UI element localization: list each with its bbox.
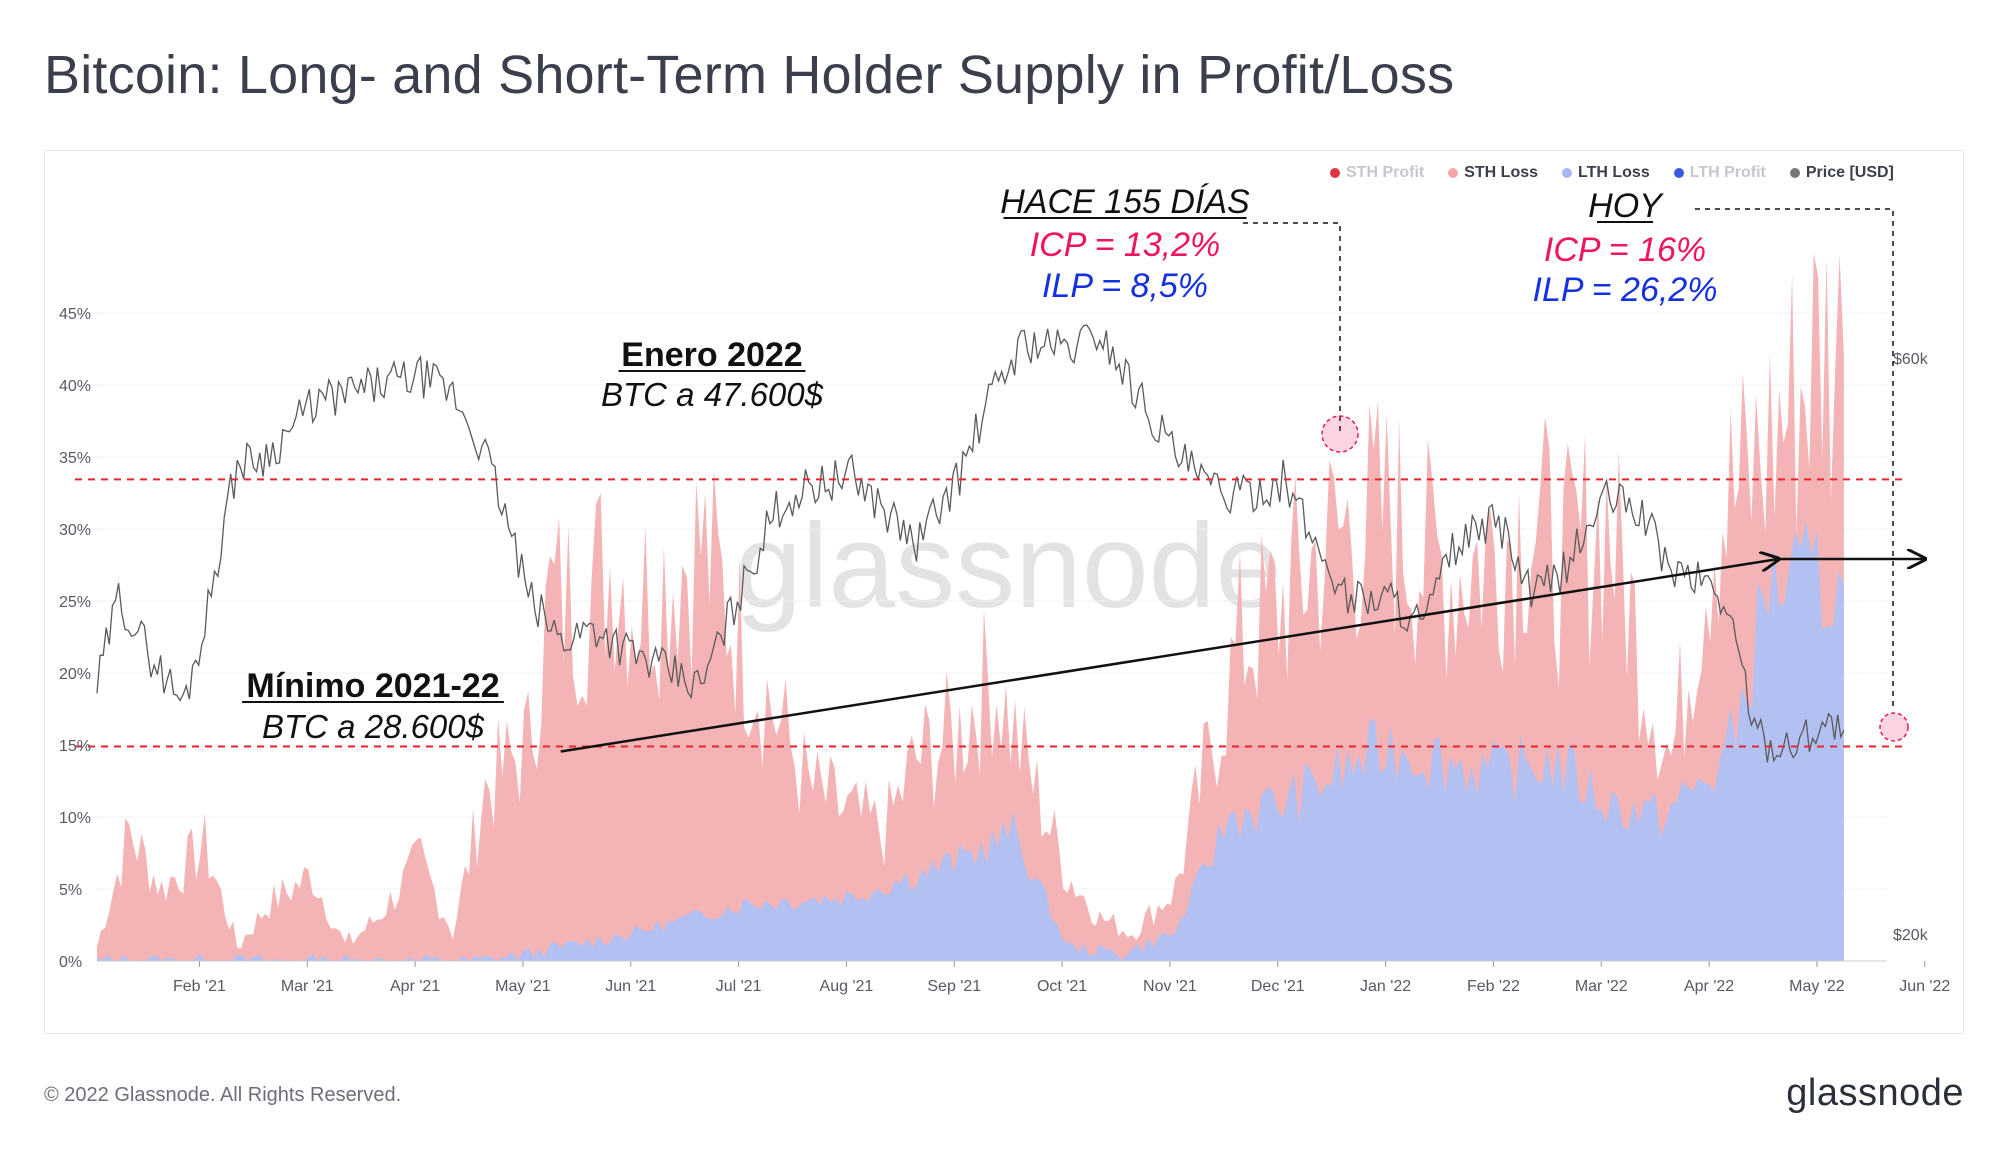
glassnode-logo[interactable]: glassnode [1786,1072,1964,1114]
legend-swatch-icon [1789,168,1800,178]
legend-label: Price [USD] [1805,164,1894,181]
legend-label: LTH Loss [1578,164,1650,181]
y-right-tick-label: $20k [1893,927,1929,944]
chart-panel: glassnode 0% 5% 10% 15% 20% 25% 30% 35% 40% 45% Fe… [44,150,1964,1034]
legend-swatch-icon [1562,168,1573,178]
x-tick-label: Oct '21 [1037,978,1087,995]
y-tick-label: 30% [59,522,91,539]
hace-connector [1243,222,1341,435]
legend-item[interactable]: STH Loss [1448,164,1538,182]
x-tick-label: Feb '21 [173,978,226,995]
x-tick-label: Nov '21 [1143,978,1197,995]
x-tick-label: Sep '21 [927,978,981,995]
y-tick-label: 20% [59,666,91,683]
price-series [96,324,1845,763]
hoy-marker-circle [1879,712,1909,742]
hoy-icp: ICP = 16% [1544,231,1706,269]
x-tick-label: Jun '22 [1899,978,1950,995]
y-tick-label: 10% [59,810,91,827]
x-tick-label: Jul '21 [716,978,762,995]
y-tick-label: 15% [59,738,91,755]
legend-item[interactable]: Price [USD] [1789,164,1894,182]
x-tick-label: Mar '21 [281,978,334,995]
x-tick-label: Apr '21 [390,978,440,995]
legend-label: LTH Profit [1689,164,1766,181]
price-line [96,324,1845,763]
x-tick-label: Jan '22 [1360,978,1411,995]
legend-swatch-icon [1448,168,1459,178]
x-tick-label: Aug '21 [820,978,874,995]
legend-label: STH Profit [1346,164,1425,181]
hace-icp: ICP = 13,2% [1030,226,1221,264]
legend-swatch-icon [1673,168,1684,178]
reference-lines [75,478,1925,753]
x-tick-label: Dec '21 [1251,978,1305,995]
hoy-connector [1695,208,1894,711]
x-tick-label: Jun '21 [605,978,656,995]
watermark: glassnode [735,499,1282,633]
legend-item[interactable]: LTH Loss [1562,164,1650,182]
x-tick-label: May '22 [1789,978,1845,995]
chart-legend: STH Profit STH Loss LTH Loss LTH Profit Pric… [1330,164,1894,182]
area-series [97,252,1844,961]
enero-subtitle: BTC a 47.600$ [601,376,824,413]
y-right-tick-label: $60k [1893,351,1929,368]
axes: 0% 5% 10% 15% 20% 25% 30% 35% 40% 45% Feb '21 Mar '… [59,306,1950,995]
copyright-text: © 2022 Glassnode. All Rights Reserved. [44,1084,402,1106]
hace-title: HACE 155 DÍAS [1000,183,1250,221]
x-tick-label: Feb '22 [1467,978,1520,995]
x-tick-label: Mar '22 [1575,978,1628,995]
grid-lines [97,312,1887,962]
x-tick-label: Apr '22 [1684,978,1734,995]
trend-arrow [560,559,1779,753]
y-tick-label: 40% [59,378,91,395]
lth-loss-area [97,520,1844,961]
hace-marker-circle [1321,415,1359,453]
legend-label: STH Loss [1464,164,1539,181]
minimo-subtitle: BTC a 28.600$ [262,708,485,745]
legend-swatch-icon [1330,168,1340,178]
hoy-title: HOY [1588,187,1664,225]
y-tick-label: 35% [59,450,91,467]
x-tick-label: May '21 [495,978,551,995]
chart-svg: glassnode 0% 5% 10% 15% 20% 25% 30% 35% 40% 45% Fe… [59,183,1950,995]
legend-item[interactable]: STH Profit [1330,164,1424,182]
y-tick-label: 25% [59,594,91,611]
page-title: Bitcoin: Long- and Short-Term Holder Sup… [44,45,1455,105]
y-tick-label: 0% [59,954,82,971]
legend-item[interactable]: LTH Profit [1673,164,1766,182]
y-tick-label: 45% [59,306,91,323]
hoy-ilp: ILP = 26,2% [1533,271,1718,309]
minimo-title: Mínimo 2021-22 [246,667,499,705]
hace-ilp: ILP = 8,5% [1042,267,1208,305]
y-tick-label: 5% [59,882,82,899]
enero-title: Enero 2022 [621,336,802,374]
